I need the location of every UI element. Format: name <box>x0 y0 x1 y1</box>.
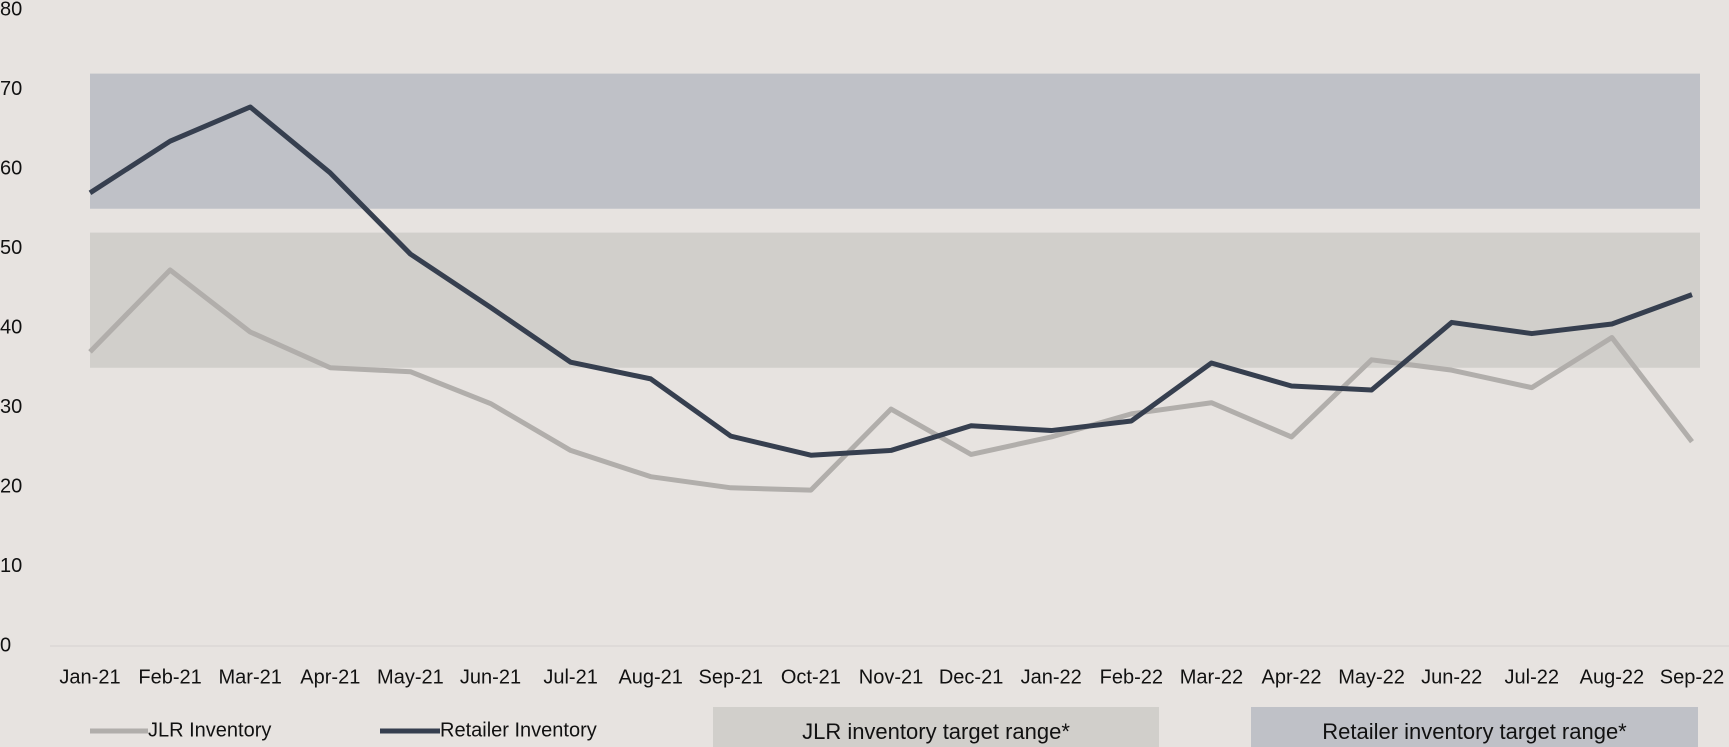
x-tick-label: Mar-21 <box>219 666 282 688</box>
x-tick-label: Jul-21 <box>543 666 597 688</box>
x-tick-label: Feb-22 <box>1100 666 1163 688</box>
y-tick-label: 60 <box>0 157 22 179</box>
series-line <box>88 104 1693 458</box>
x-tick-label: Dec-21 <box>939 666 1003 688</box>
y-tick-label: 50 <box>0 237 22 259</box>
x-tick-label: Sep-21 <box>699 666 764 688</box>
x-tick-label: May-21 <box>377 666 444 688</box>
x-tick-label: Aug-22 <box>1580 666 1645 688</box>
x-tick-label: Feb-21 <box>138 666 201 688</box>
x-tick-label: Jul-22 <box>1505 666 1559 688</box>
y-tick-label: 0 <box>0 634 11 656</box>
y-tick-label: 70 <box>0 78 22 100</box>
y-tick-label: 10 <box>0 555 22 577</box>
x-tick-label: Oct-21 <box>781 666 841 688</box>
legend-band <box>1251 707 1698 747</box>
target-band <box>90 232 1700 368</box>
y-tick-label: 40 <box>0 316 22 338</box>
x-tick-label: Jan-21 <box>59 666 120 688</box>
legend-label: Retailer Inventory <box>440 719 597 741</box>
x-tick-label: Mar-22 <box>1180 666 1243 688</box>
x-tick-label: Jan-22 <box>1021 666 1082 688</box>
y-tick-label: 20 <box>0 475 22 497</box>
legend-band-label: JLR inventory target range* <box>802 719 1070 744</box>
legend-band-label: Retailer inventory target range* <box>1322 719 1627 744</box>
x-tick-label: May-22 <box>1338 666 1405 688</box>
x-tick-label: Apr-22 <box>1261 666 1321 688</box>
y-tick-label: 30 <box>0 396 22 418</box>
legend-label: JLR Inventory <box>148 719 271 741</box>
x-tick-label: Sep-22 <box>1660 666 1725 688</box>
x-tick-label: Jun-21 <box>460 666 521 688</box>
legend-band <box>713 707 1159 747</box>
x-tick-label: Aug-21 <box>618 666 683 688</box>
x-tick-label: Apr-21 <box>300 666 360 688</box>
y-tick-label: 80 <box>0 0 22 20</box>
series-line <box>88 267 1694 493</box>
x-tick-label: Nov-21 <box>859 666 923 688</box>
x-tick-label: Jun-22 <box>1421 666 1482 688</box>
target-band <box>90 73 1700 209</box>
